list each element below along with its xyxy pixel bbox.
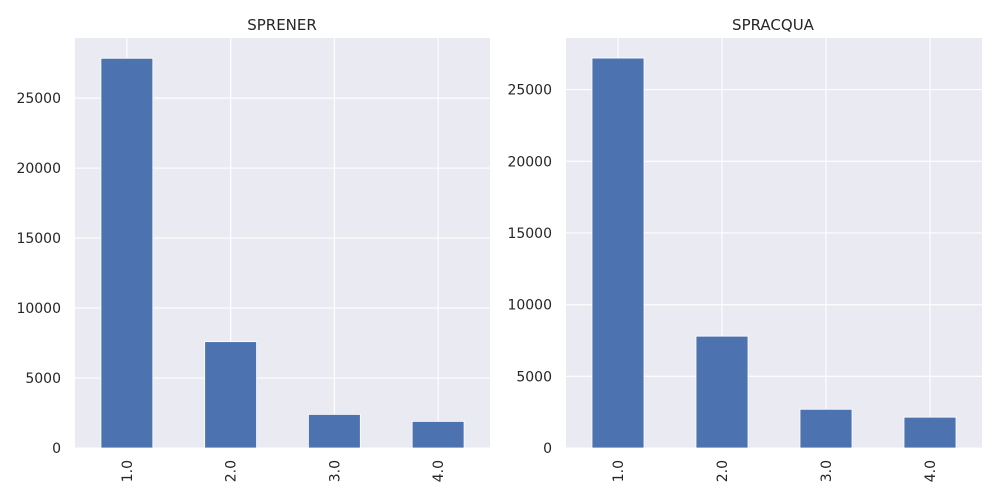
x-tick-label: 2.0 [224,460,240,482]
bar [695,335,749,449]
x-tick-label: 2.0 [715,460,731,482]
x-tick-label: 1.0 [611,460,627,482]
x-tick-label: 4.0 [923,460,939,482]
bar [591,57,645,449]
bar [308,414,361,449]
bar [799,408,853,449]
y-tick-label: 20000 [16,161,61,177]
y-tick-label: 25000 [16,91,61,107]
x-tick-label: 4.0 [431,460,447,482]
y-tick-label: 0 [543,441,552,457]
y-tick-label: 10000 [507,298,552,314]
y-tick-label: 25000 [507,83,552,99]
bar [411,421,465,449]
y-tick-label: 20000 [507,154,552,170]
bar [204,341,257,449]
chart-panel-sprener: SPRENER 0 5000 10000 15000 20000 25000 1.0 2.0 3… [16,16,490,482]
chart-panel-spracqua: SPRACQUA 0 5000 10000 15000 20000 25000 1.0 2.0… [507,16,982,482]
x-tick-label: 3.0 [327,460,343,482]
x-tick-label: 3.0 [819,460,835,482]
bar [100,57,154,449]
y-tick-label: 15000 [507,226,552,242]
chart-title: SPRENER [247,16,317,34]
chart-title: SPRACQUA [732,16,815,34]
y-tick-label: 0 [52,441,61,457]
y-tick-label: 5000 [25,371,61,387]
y-tick-label: 5000 [516,369,552,385]
x-tick-label: 1.0 [120,460,136,482]
y-tick-label: 15000 [16,231,61,247]
y-tick-label: 10000 [16,301,61,317]
bar [903,416,957,449]
